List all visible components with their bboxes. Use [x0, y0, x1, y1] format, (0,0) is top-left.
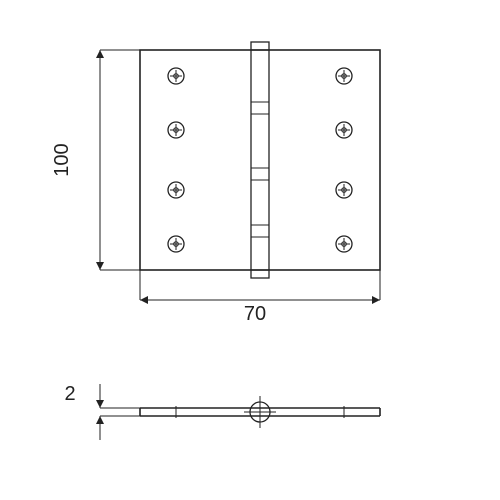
arrowhead-icon: [372, 296, 380, 304]
dimension-label: 100: [51, 143, 73, 176]
arrowhead-icon: [96, 50, 104, 58]
arrowhead-icon: [140, 296, 148, 304]
arrowhead-icon: [96, 416, 104, 424]
arrowhead-icon: [96, 262, 104, 270]
arrowhead-icon: [96, 400, 104, 408]
dimension-label: 2: [64, 383, 75, 405]
dimension-label: 70: [244, 303, 266, 325]
panel-outline: [251, 42, 269, 50]
panel-outline: [251, 270, 269, 278]
